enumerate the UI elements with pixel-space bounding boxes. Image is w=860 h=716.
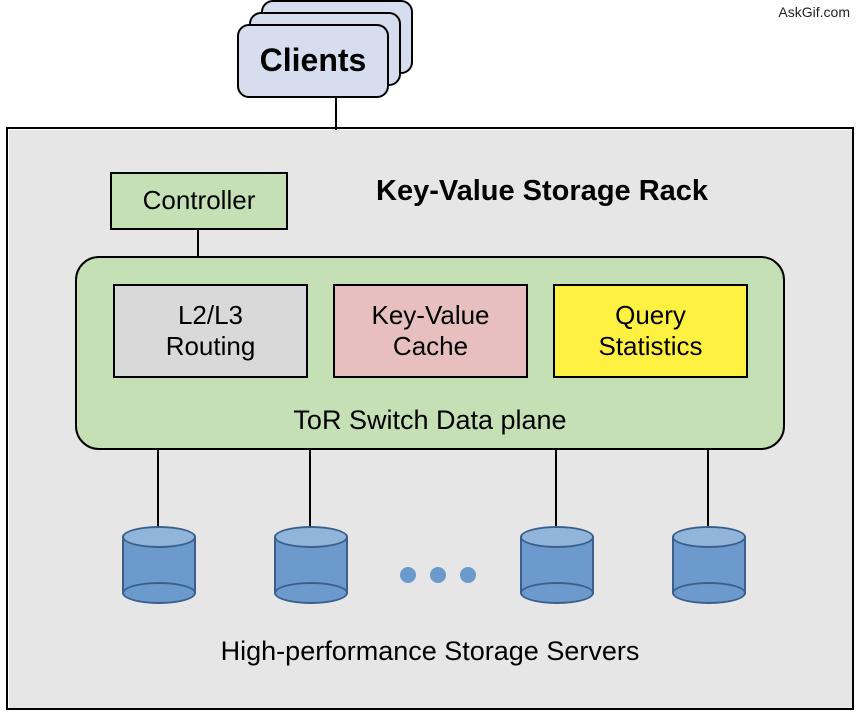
switch-caption: ToR Switch Data plane: [75, 405, 785, 436]
connector-to-server-1: [157, 450, 160, 528]
module-l2l3: L2/L3Routing: [113, 284, 308, 378]
module-query-line1: Query: [615, 300, 686, 331]
controller-box: Controller: [110, 172, 288, 230]
storage-cylinder-4: [672, 526, 746, 604]
module-query-line2: Statistics: [598, 331, 702, 362]
ellipsis-dot: [430, 567, 446, 583]
connector-to-server-3: [555, 450, 558, 528]
ellipsis-dot: [460, 567, 476, 583]
module-kv-line1: Key-Value: [371, 300, 489, 331]
storage-cylinder-2: [274, 526, 348, 604]
clients-label: Clients: [237, 42, 389, 79]
module-kv-line2: Cache: [393, 331, 468, 362]
controller-label: Controller: [143, 185, 256, 215]
module-l2l3-line2: Routing: [166, 331, 256, 362]
connector-to-server-4: [707, 450, 710, 528]
storage-cylinder-1: [122, 526, 196, 604]
module-l2l3-line1: L2/L3: [178, 300, 243, 331]
connector-to-server-2: [309, 450, 312, 528]
rack-title: Key-Value Storage Rack: [376, 175, 708, 208]
ellipsis-dot: [400, 567, 416, 583]
servers-caption: High-performance Storage Servers: [170, 636, 690, 667]
storage-cylinder-3: [520, 526, 594, 604]
ellipsis-dots: [400, 567, 476, 583]
module-kv: Key-ValueCache: [333, 284, 528, 378]
connector-controller-to-switch: [197, 230, 200, 256]
watermark-text: AskGif.com: [778, 4, 850, 20]
module-query: QueryStatistics: [553, 284, 748, 378]
